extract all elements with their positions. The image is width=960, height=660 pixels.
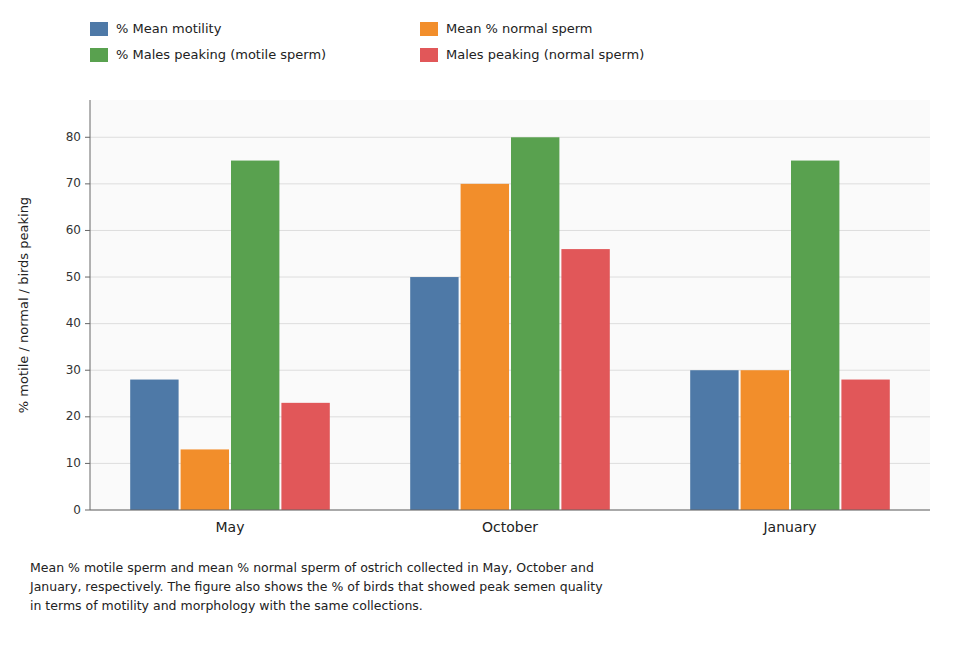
caption-line: Mean % motile sperm and mean % normal sp… xyxy=(30,560,594,575)
y-tick xyxy=(85,416,90,417)
legend-swatch xyxy=(90,48,108,62)
series xyxy=(231,137,839,510)
legend: % Mean motility Mean % normal sperm % Male… xyxy=(90,21,644,63)
bar xyxy=(181,449,229,510)
bar xyxy=(841,380,889,510)
bar xyxy=(741,370,789,510)
legend-label: Mean % normal sperm xyxy=(446,21,593,36)
y-tick xyxy=(85,510,90,511)
bar xyxy=(281,403,329,510)
caption-line: January, respectively. The figure also s… xyxy=(29,579,603,594)
y-tick-label: 30 xyxy=(66,363,81,377)
y-tick-label: 0 xyxy=(73,503,81,517)
plot-background xyxy=(90,100,930,510)
bar xyxy=(461,184,509,510)
y-axis-label: % motile / normal / birds peaking xyxy=(16,197,31,413)
y-tick-label: 70 xyxy=(66,176,81,190)
grid xyxy=(90,137,930,510)
legend-label: Males peaking (normal sperm) xyxy=(446,47,644,62)
x-tick-label: October xyxy=(482,519,538,535)
caption-line: in terms of motility and morphology with… xyxy=(30,598,423,613)
bar xyxy=(561,249,609,510)
y-tick xyxy=(85,370,90,371)
y-tick xyxy=(85,323,90,324)
grid-line xyxy=(90,510,930,511)
bar xyxy=(231,161,279,510)
bar xyxy=(511,137,559,510)
legend-swatch xyxy=(420,22,438,36)
y-tick-label: 40 xyxy=(66,316,81,330)
bar xyxy=(410,277,458,510)
series xyxy=(130,277,738,510)
bar xyxy=(690,370,738,510)
y-axis: 0 10 20 30 40 50 60 70 80 xyxy=(66,130,90,517)
series xyxy=(281,249,889,510)
y-tick-label: 60 xyxy=(66,223,81,237)
legend-label: % Males peaking (motile sperm) xyxy=(116,47,326,62)
bars xyxy=(130,137,890,510)
y-tick-label: 10 xyxy=(66,456,81,470)
legend-swatch xyxy=(90,22,108,36)
y-tick-label: 50 xyxy=(66,270,81,284)
legend-label: % Mean motility xyxy=(116,21,222,36)
y-tick xyxy=(85,463,90,464)
y-tick xyxy=(85,183,90,184)
y-tick xyxy=(85,277,90,278)
y-tick-label: 20 xyxy=(66,409,81,423)
caption: Mean % motile sperm and mean % normal sp… xyxy=(29,560,603,613)
x-axis: May October January xyxy=(216,519,817,535)
grid-line xyxy=(90,137,930,138)
x-axis-line xyxy=(90,510,930,511)
bar xyxy=(130,380,178,510)
x-tick-label: May xyxy=(216,519,245,535)
y-tick-label: 80 xyxy=(66,130,81,144)
chart: 0 10 20 30 40 50 60 70 80 May October January % moti… xyxy=(0,0,960,660)
legend-swatch xyxy=(420,48,438,62)
bar xyxy=(791,161,839,510)
y-axis-line xyxy=(90,100,91,510)
y-tick xyxy=(85,137,90,138)
y-tick xyxy=(85,230,90,231)
x-tick-label: January xyxy=(762,519,816,535)
